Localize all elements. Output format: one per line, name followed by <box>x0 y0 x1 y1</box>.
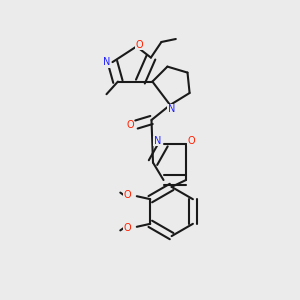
Text: O: O <box>124 223 132 233</box>
Text: N: N <box>103 57 110 67</box>
Text: O: O <box>136 40 143 50</box>
Text: N: N <box>168 104 175 115</box>
Text: N: N <box>154 136 161 146</box>
Text: O: O <box>126 119 134 130</box>
Text: O: O <box>124 190 132 200</box>
Text: O: O <box>188 136 195 146</box>
